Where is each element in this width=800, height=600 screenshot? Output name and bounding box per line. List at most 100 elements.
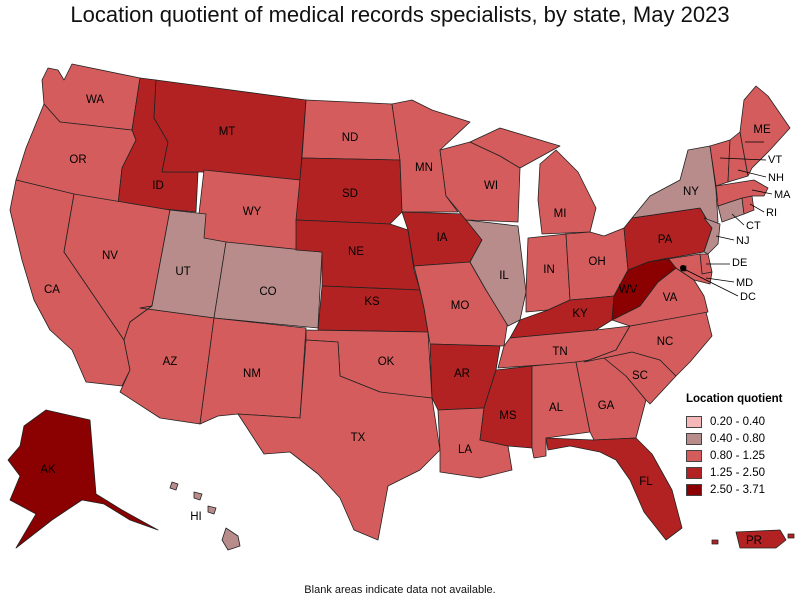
- legend-label: 0.80 - 1.25: [710, 449, 765, 462]
- leader-line: [737, 169, 767, 178]
- label-WV: WV: [619, 284, 638, 296]
- label-MA: MA: [774, 189, 791, 201]
- label-NY: NY: [683, 186, 699, 198]
- label-MI: MI: [554, 208, 567, 220]
- label-DC: DC: [740, 291, 756, 303]
- label-CT: CT: [746, 220, 761, 232]
- label-AK: AK: [40, 464, 56, 476]
- label-MS: MS: [499, 410, 517, 422]
- map-legend: Location quotient 0.20 - 0.40 0.40 - 0.8…: [686, 393, 796, 498]
- label-AL: AL: [549, 402, 564, 414]
- state-MD[interactable]: [647, 253, 713, 285]
- legend-label: 0.40 - 0.80: [710, 432, 765, 445]
- state-KS[interactable]: [317, 285, 429, 333]
- label-IN: IN: [543, 264, 555, 276]
- state-MI-upper[interactable]: [469, 127, 561, 169]
- label-CA: CA: [44, 284, 60, 296]
- map-title: Location quotient of medical records spe…: [70, 2, 730, 27]
- state-SD[interactable]: [295, 157, 403, 225]
- legend-item: 0.80 - 1.25: [686, 447, 796, 464]
- legend-label: 0.20 - 0.40: [710, 415, 765, 428]
- legend-swatch: [686, 432, 702, 445]
- state-PR[interactable]: [735, 529, 787, 549]
- leader-line: [731, 213, 745, 226]
- dc-marker: [680, 265, 686, 271]
- label-KY: KY: [572, 308, 588, 320]
- legend-swatch: [686, 449, 702, 462]
- legend-swatch: [686, 483, 702, 496]
- state-HI-islands[interactable]: [169, 481, 217, 515]
- label-WI: WI: [484, 180, 498, 192]
- state-ND[interactable]: [301, 99, 401, 161]
- label-MO: MO: [451, 300, 470, 312]
- legend-item: 0.20 - 0.40: [686, 413, 796, 430]
- label-VA: VA: [663, 292, 678, 304]
- label-KS: KS: [364, 296, 380, 308]
- label-NH: NH: [768, 172, 784, 184]
- label-MD: MD: [736, 277, 753, 289]
- label-GA: GA: [598, 400, 615, 412]
- label-IA: IA: [437, 232, 448, 244]
- leader-line: [719, 157, 767, 161]
- leader-line: [705, 277, 735, 283]
- state-FL[interactable]: [545, 437, 683, 541]
- legend-label: 1.25 - 2.50: [710, 466, 765, 479]
- label-MT: MT: [219, 126, 236, 138]
- label-PR: PR: [746, 535, 762, 547]
- label-UT: UT: [175, 266, 190, 278]
- label-NC: NC: [657, 336, 674, 348]
- label-FL: FL: [639, 476, 653, 488]
- legend-swatch: [686, 466, 702, 479]
- label-ME: ME: [753, 124, 771, 136]
- state-TX[interactable]: [237, 339, 441, 541]
- label-IL: IL: [499, 270, 509, 282]
- label-HI: HI: [190, 511, 202, 523]
- label-NM: NM: [243, 368, 261, 380]
- state-PR-islands[interactable]: [711, 533, 795, 545]
- label-ID: ID: [152, 180, 164, 192]
- label-OR: OR: [69, 154, 86, 166]
- label-SD: SD: [342, 188, 358, 200]
- label-CO: CO: [259, 286, 276, 298]
- legend-item: 2.50 - 3.71: [686, 481, 796, 498]
- leader-line: [715, 235, 735, 241]
- label-leaders: [683, 141, 773, 297]
- label-PA: PA: [658, 234, 673, 246]
- state-labels: WA OR CA ID NV MT WY UT CO AZ NM ND SD N…: [40, 94, 791, 547]
- label-TX: TX: [351, 432, 366, 444]
- label-VT: VT: [768, 154, 782, 166]
- label-NE: NE: [348, 246, 364, 258]
- footnote: Blank areas indicate data not available.: [304, 584, 496, 596]
- label-WA: WA: [86, 94, 104, 106]
- legend-item: 1.25 - 2.50: [686, 464, 796, 481]
- label-AZ: AZ: [163, 356, 178, 368]
- label-LA: LA: [458, 444, 472, 456]
- legend-swatch: [686, 415, 702, 428]
- legend-title: Location quotient: [686, 393, 783, 405]
- state-AK[interactable]: [7, 409, 159, 549]
- label-DE: DE: [732, 257, 747, 269]
- leader-line: [749, 203, 765, 213]
- leader-line: [683, 268, 739, 297]
- label-SC: SC: [632, 370, 648, 382]
- label-ND: ND: [342, 132, 359, 144]
- label-TN: TN: [552, 346, 567, 358]
- label-NV: NV: [102, 250, 118, 262]
- label-AR: AR: [454, 368, 470, 380]
- state-ME[interactable]: [739, 85, 791, 177]
- label-OK: OK: [378, 356, 395, 368]
- state-CO[interactable]: [213, 241, 323, 329]
- state-IL[interactable]: [465, 219, 527, 327]
- label-WY: WY: [243, 206, 262, 218]
- legend-label: 2.50 - 3.71: [710, 483, 765, 496]
- label-MN: MN: [415, 162, 433, 174]
- leader-line: [751, 189, 773, 195]
- label-RI: RI: [766, 207, 777, 219]
- legend-item: 0.40 - 0.80: [686, 430, 796, 447]
- state-HI[interactable]: [221, 527, 241, 551]
- state-MA[interactable]: [715, 179, 769, 207]
- state-MI[interactable]: [537, 149, 597, 235]
- label-NJ: NJ: [736, 235, 749, 247]
- label-OH: OH: [588, 256, 605, 268]
